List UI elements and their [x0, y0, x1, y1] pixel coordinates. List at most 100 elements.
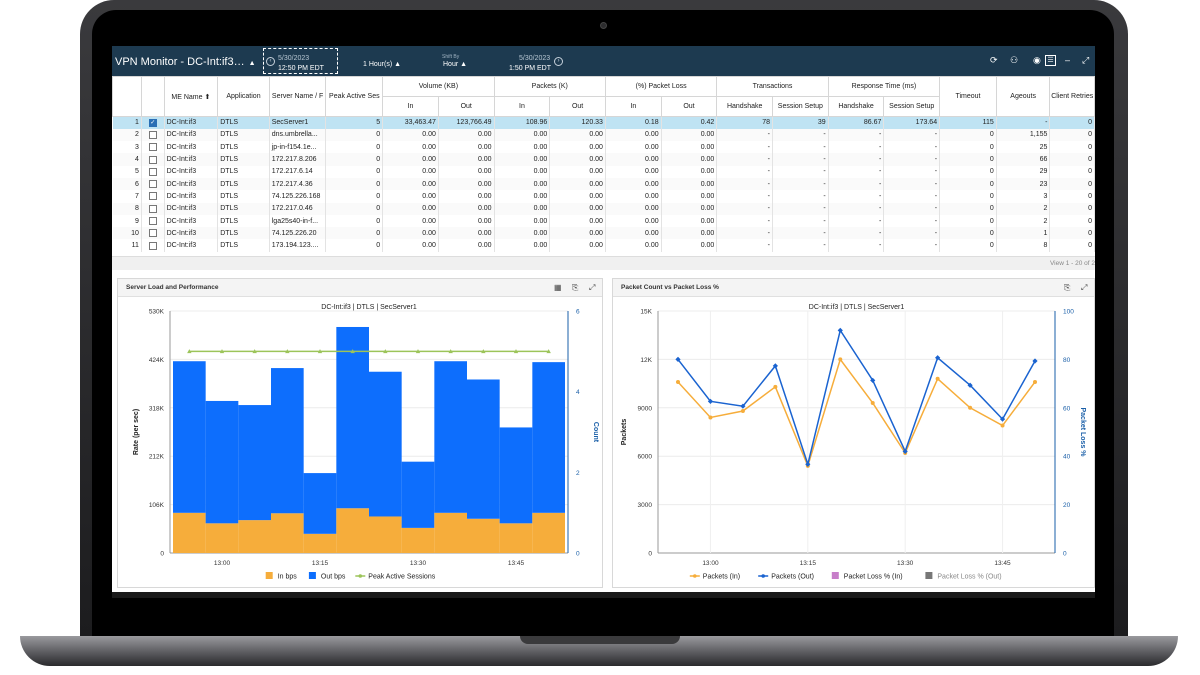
- y2-tick-label: 40: [1063, 454, 1071, 461]
- col-response-time[interactable]: Response Time (ms): [827, 76, 941, 97]
- sessions-point: [219, 349, 225, 354]
- checkbox-icon[interactable]: [148, 143, 157, 152]
- app-title[interactable]: VPN Monitor - DC-Int:if3… ▲: [115, 56, 256, 68]
- col-volume[interactable]: Volume (KB): [382, 76, 495, 97]
- table-cell: -: [828, 177, 885, 191]
- col-server-name[interactable]: Server Name / F: [268, 76, 327, 117]
- row-checkbox[interactable]: [141, 153, 165, 166]
- col-client-retries[interactable]: Client Retries: [1049, 76, 1095, 117]
- y-axis-label: Packets: [621, 419, 628, 446]
- table-row[interactable]: 3 DC-Int:if3 DTLS jp-in-f154.1e... 0 0.00 0.00…: [112, 141, 1095, 154]
- table-cell: 0.00: [549, 202, 606, 215]
- table-row[interactable]: 4 DC-Int:if3 DTLS 172.217.8.206 0 0.00 0.00 0.0…: [112, 153, 1095, 166]
- table-row[interactable]: 11 DC-Int:if3 DTLS 173.194.123.... 0 0.00 0.00…: [112, 239, 1095, 252]
- app-header: VPN Monitor - DC-Int:if3… ▲ 5/30/2023 12:…: [112, 46, 1095, 76]
- row-checkbox[interactable]: [141, 227, 165, 240]
- table-cell: 23: [996, 177, 1051, 191]
- row-checkbox[interactable]: [141, 128, 165, 142]
- start-time-box[interactable]: 5/30/2023 12:50 PM EDT: [263, 48, 338, 74]
- view-icon[interactable]: ◉: [1033, 55, 1041, 65]
- next-arrow-icon[interactable]: ›: [554, 57, 563, 66]
- user-settings-icon[interactable]: ⚇: [1010, 55, 1019, 65]
- col-loss-out[interactable]: Out: [660, 96, 718, 117]
- checkbox-icon[interactable]: [148, 241, 157, 250]
- col-packets-in[interactable]: In: [493, 96, 551, 117]
- table-cell: DC-Int:if3: [164, 153, 219, 166]
- checkbox-icon[interactable]: ✓: [148, 118, 157, 127]
- col-trans-session[interactable]: Session Setup: [772, 96, 829, 117]
- title-dropdown-icon[interactable]: ▲: [248, 60, 256, 67]
- col-packet-loss[interactable]: (%) Packet Loss: [604, 76, 718, 97]
- row-checkbox[interactable]: [141, 190, 165, 203]
- col-packets[interactable]: Packets (K): [493, 76, 606, 97]
- menu-icon[interactable]: ☰: [1045, 55, 1056, 66]
- col-trans-handshake[interactable]: Handshake: [716, 96, 774, 117]
- export-icon[interactable]: ⎘: [1064, 283, 1071, 292]
- prev-arrow-icon[interactable]: ‹: [266, 57, 275, 66]
- table-cell: -: [716, 177, 774, 191]
- table-row[interactable]: 8 DC-Int:if3 DTLS 172.217.0.46 0 0.00 0.00 0.00…: [112, 202, 1095, 215]
- row-checkbox[interactable]: [141, 239, 165, 252]
- table-row[interactable]: 10 DC-Int:if3 DTLS 74.125.226.20 0 0.00 0.00 0.…: [112, 227, 1095, 240]
- end-time-box[interactable]: 5/30/2023 1:50 PM EDT: [507, 48, 557, 74]
- bar-in: [205, 523, 239, 553]
- minimize-icon[interactable]: –: [1065, 55, 1071, 65]
- table-row[interactable]: 1 ✓ DC-Int:if3 DTLS SecServer1 5 33,463.47 123,…: [112, 116, 1095, 129]
- col-peak-active[interactable]: Peak Active Ses: [325, 76, 384, 117]
- table-cell: 0: [939, 214, 997, 228]
- checkbox-icon[interactable]: [148, 217, 157, 226]
- duration-select[interactable]: 1 Hour(s) ▲: [363, 61, 402, 68]
- col-packets-out[interactable]: Out: [549, 96, 606, 117]
- table-cell: 0.00: [382, 202, 439, 215]
- refresh-icon[interactable]: ⟳: [990, 55, 998, 65]
- row-checkbox[interactable]: [141, 214, 165, 228]
- table-cell: 173.64: [883, 116, 941, 129]
- checkbox-icon[interactable]: [148, 192, 157, 201]
- table-cell: 120.33: [549, 116, 606, 129]
- x-tick-label: 13:30: [897, 560, 914, 567]
- table-cell: 0.00: [382, 128, 439, 142]
- expand-icon[interactable]: ⤢: [589, 283, 596, 292]
- checkbox-icon[interactable]: [148, 229, 157, 238]
- col-loss-in[interactable]: In: [604, 96, 662, 117]
- col-me-name[interactable]: ME Name ⬆: [163, 76, 219, 117]
- col-application[interactable]: Application: [217, 76, 270, 117]
- row-checkbox[interactable]: [141, 165, 165, 178]
- col-ageouts[interactable]: Ageouts: [995, 76, 1051, 117]
- table-cell: DTLS: [217, 214, 270, 228]
- col-resp-session[interactable]: Session Setup: [883, 96, 941, 117]
- table-row[interactable]: 7 DC-Int:if3 DTLS 74.125.226.168 0 0.00 0.00 0.…: [112, 190, 1095, 203]
- table-cell: 1,155: [996, 128, 1051, 142]
- table-cell: DC-Int:if3: [164, 190, 219, 203]
- shift-select[interactable]: Hour ▲: [443, 61, 468, 68]
- row-checkbox[interactable]: [141, 141, 165, 154]
- checkbox-icon[interactable]: [148, 130, 157, 139]
- col-volume-in[interactable]: In: [382, 96, 439, 117]
- row-checkbox[interactable]: ✓: [141, 116, 165, 129]
- table-row[interactable]: 6 DC-Int:if3 DTLS 172.217.4.36 0 0.00 0.00 0.00…: [112, 177, 1095, 191]
- col-resp-handshake[interactable]: Handshake: [827, 96, 885, 117]
- table-row[interactable]: 9 DC-Int:if3 DTLS lga25s40-in-f... 0 0.00 0.00…: [112, 214, 1095, 228]
- table-cell: 0: [939, 128, 997, 142]
- col-timeout[interactable]: Timeout: [939, 76, 997, 117]
- checkbox-icon[interactable]: [148, 167, 157, 176]
- checkbox-icon[interactable]: [148, 180, 157, 189]
- col-volume-out[interactable]: Out: [437, 96, 495, 117]
- table-view-icon[interactable]: ▦: [554, 283, 562, 292]
- table-row[interactable]: 5 DC-Int:if3 DTLS 172.217.6.14 0 0.00 0.00 0.00…: [112, 165, 1095, 178]
- table-cell: 0: [939, 177, 997, 191]
- sort-up-icon: ⬆: [204, 93, 211, 101]
- table-cell: 0.00: [605, 190, 662, 203]
- col-transactions[interactable]: Transactions: [716, 76, 829, 97]
- camera: [600, 22, 607, 29]
- checkbox-icon[interactable]: [148, 155, 157, 164]
- checkbox-icon[interactable]: [148, 204, 157, 213]
- expand-icon[interactable]: ⤢: [1081, 283, 1088, 292]
- fullscreen-icon[interactable]: ⤢: [1082, 55, 1090, 65]
- export-icon[interactable]: ⎘: [572, 283, 579, 292]
- legend-swatch: [831, 572, 839, 579]
- select-all-header[interactable]: [140, 76, 165, 117]
- table-row[interactable]: 2 DC-Int:if3 DTLS dns.umbrella... 0 0.00 0.00 0…: [112, 128, 1095, 142]
- row-checkbox[interactable]: [141, 202, 165, 215]
- row-checkbox[interactable]: [141, 177, 165, 191]
